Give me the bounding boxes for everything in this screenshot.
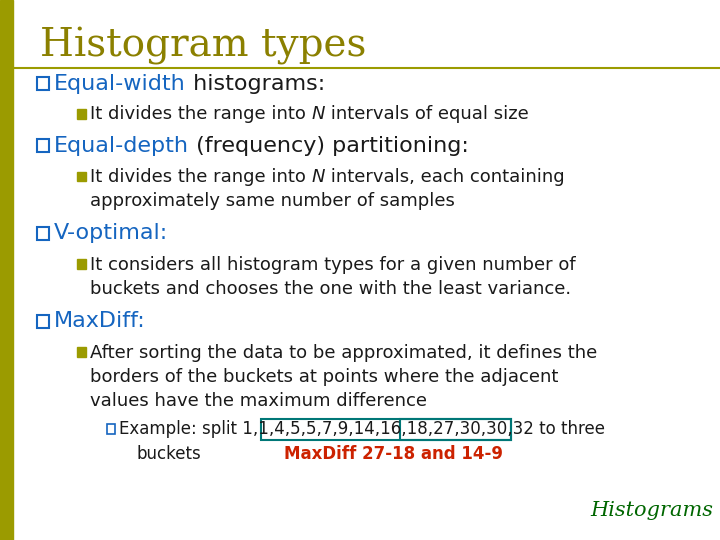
Text: (frequency) partitioning:: (frequency) partitioning: (189, 136, 469, 156)
Bar (77, 109, 86, 119)
Bar (0, 0, 13, 540)
Text: N: N (312, 105, 325, 124)
Text: MaxDiff:: MaxDiff: (54, 311, 145, 332)
Text: Histograms: Histograms (590, 501, 714, 520)
Text: N: N (312, 168, 325, 186)
Bar (77, 259, 86, 269)
Text: V-optimal:: V-optimal: (54, 223, 168, 244)
Bar (37, 227, 49, 240)
Bar (400, 418, 511, 440)
Bar (77, 347, 86, 357)
Bar (37, 139, 49, 152)
Text: borders of the buckets at points where the adjacent: borders of the buckets at points where t… (90, 368, 559, 386)
Text: After sorting the data to be approximated, it defines the: After sorting the data to be approximate… (90, 343, 598, 362)
Bar (107, 424, 115, 434)
Text: Equal-width: Equal-width (54, 73, 186, 94)
Text: It divides the range into: It divides the range into (90, 105, 312, 124)
Text: MaxDiff 27-18 and 14-9: MaxDiff 27-18 and 14-9 (284, 444, 503, 463)
Bar (37, 77, 49, 90)
Text: It considers all histogram types for a given number of: It considers all histogram types for a g… (90, 255, 575, 274)
Bar (37, 315, 49, 328)
Text: Equal-depth: Equal-depth (54, 136, 189, 156)
Text: Histogram types: Histogram types (40, 27, 366, 65)
Text: histograms:: histograms: (186, 73, 325, 94)
Bar (77, 172, 86, 181)
Text: It divides the range into: It divides the range into (90, 168, 312, 186)
Text: buckets and chooses the one with the least variance.: buckets and chooses the one with the lea… (90, 280, 571, 298)
Bar (261, 418, 511, 440)
Text: approximately same number of samples: approximately same number of samples (90, 192, 455, 211)
Text: Example: split 1,1,4,5,5,7,9,14,16,18,27,30,30,32 to three: Example: split 1,1,4,5,5,7,9,14,16,18,27… (119, 420, 605, 438)
Text: buckets: buckets (137, 444, 202, 463)
Text: intervals of equal size: intervals of equal size (325, 105, 529, 124)
Text: intervals, each containing: intervals, each containing (325, 168, 564, 186)
Text: values have the maximum difference: values have the maximum difference (90, 392, 427, 410)
